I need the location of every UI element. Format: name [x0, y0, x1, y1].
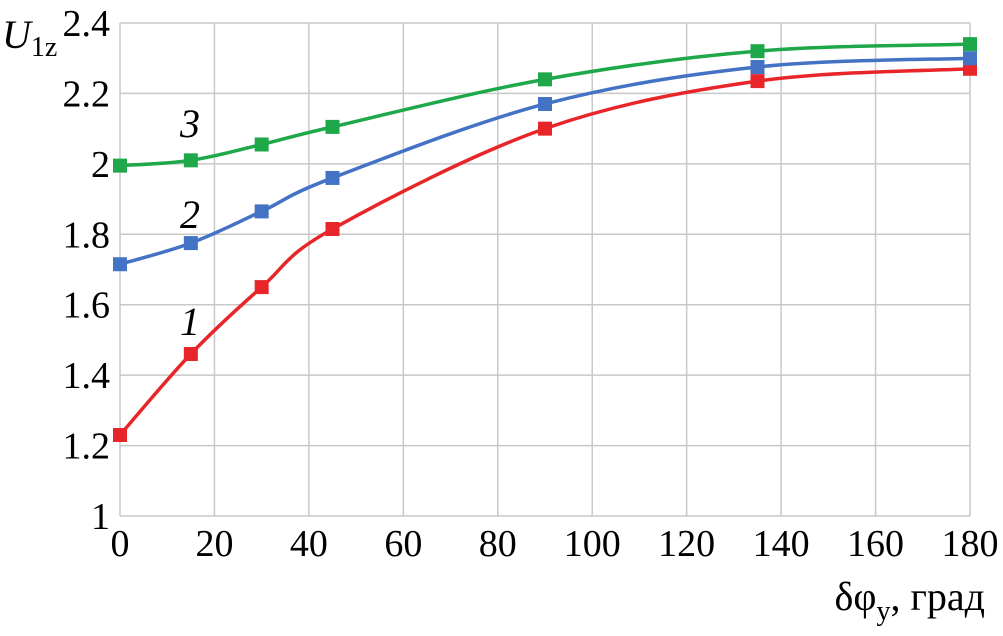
data-point	[254, 280, 269, 295]
curve-label-1: 1	[180, 299, 200, 344]
series-3	[113, 37, 977, 173]
data-point	[750, 60, 765, 75]
data-point	[325, 170, 340, 185]
data-point	[113, 428, 127, 443]
series-layer	[113, 37, 977, 443]
data-point	[183, 153, 198, 168]
y-tick-label: 1.4	[63, 355, 111, 397]
x-tick-label: 60	[384, 523, 422, 565]
grid	[119, 22, 971, 517]
y-tick-label: 1	[91, 496, 110, 538]
data-point	[750, 74, 765, 89]
data-point	[325, 222, 340, 237]
y-tick-label: 2.4	[63, 3, 111, 45]
y-axis-title: U1z	[2, 12, 57, 63]
y-tick-label: 1.6	[63, 285, 111, 327]
data-point	[113, 257, 127, 272]
tick-labels: 0 20 40 60 80 100 120 140 160 180 1 1.2 1.4 1.6 1.8 2 2.…	[63, 3, 999, 565]
curve-labels: 1 2 3	[179, 101, 200, 344]
curve-label-3: 3	[179, 101, 200, 146]
series-1	[113, 61, 977, 443]
y-tick-label: 1.8	[63, 214, 111, 256]
x-tick-label: 20	[195, 523, 233, 565]
data-point	[183, 236, 198, 251]
x-tick-label: 0	[111, 523, 130, 565]
x-tick-label: 160	[847, 523, 904, 565]
data-point	[963, 61, 977, 76]
data-point	[113, 158, 127, 173]
data-point	[254, 204, 269, 219]
data-point	[183, 347, 198, 362]
y-tick-label: 2	[91, 144, 110, 186]
data-point	[750, 44, 765, 59]
data-point	[254, 137, 269, 152]
y-tick-label: 1.2	[63, 426, 111, 468]
x-tick-label: 80	[479, 523, 517, 565]
data-point	[538, 72, 552, 87]
x-tick-label: 120	[658, 523, 715, 565]
curve-label-2: 2	[180, 192, 200, 237]
series-line	[119, 42, 971, 168]
x-tick-label: 100	[564, 523, 621, 565]
data-point	[538, 96, 552, 111]
data-point	[963, 51, 977, 66]
data-point	[963, 37, 977, 52]
x-tick-label: 40	[290, 523, 328, 565]
x-tick-label: 140	[753, 523, 810, 565]
x-axis-title: δφy, град	[835, 574, 985, 627]
y-tick-label: 2.2	[63, 73, 111, 115]
data-point	[538, 121, 552, 136]
data-point	[325, 119, 340, 134]
series-2	[113, 51, 977, 272]
series-line	[119, 56, 971, 266]
x-tick-label: 180	[942, 523, 999, 565]
